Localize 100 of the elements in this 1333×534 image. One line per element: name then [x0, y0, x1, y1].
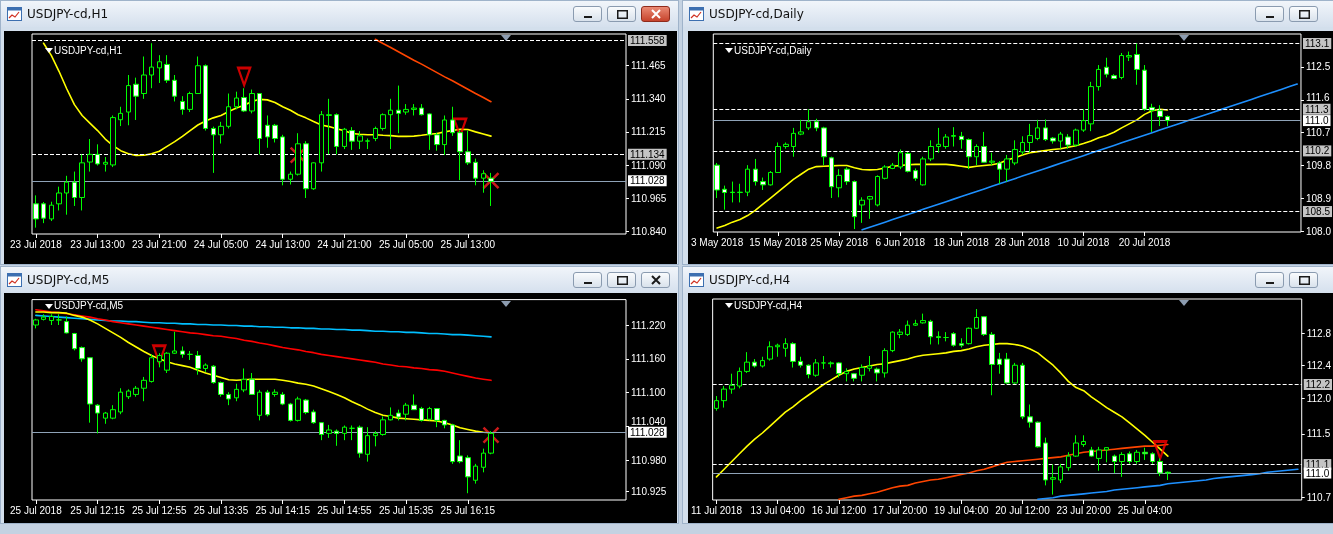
line-series — [861, 83, 1298, 231]
candlestick — [288, 402, 293, 423]
candlestick — [1027, 404, 1033, 429]
candlestick — [249, 372, 255, 395]
candlestick — [72, 171, 77, 207]
candlestick — [303, 398, 309, 415]
candlestick — [1081, 434, 1086, 448]
candlestick — [882, 164, 888, 180]
ref-line-label: 113.1 — [1304, 38, 1330, 49]
candlestick — [844, 166, 850, 186]
candlestick — [311, 409, 316, 425]
candlestick — [257, 389, 262, 421]
candlestick — [1035, 119, 1040, 141]
candlestick — [56, 313, 62, 326]
candlestick — [997, 160, 1002, 185]
x-tick-label: 23 Jul 20:00 — [1056, 504, 1112, 516]
candlestick — [180, 345, 185, 359]
candlestick — [936, 330, 941, 345]
candlestick — [1134, 449, 1140, 465]
candlestick — [249, 89, 255, 114]
line-series — [715, 342, 1169, 478]
candlestick — [836, 168, 842, 198]
ref-line-label: 110.2 — [1304, 145, 1330, 157]
candlestick — [434, 132, 440, 152]
candlestick — [288, 171, 293, 186]
candlestick — [473, 158, 478, 186]
candlestick — [874, 367, 880, 382]
candlestick — [767, 340, 773, 362]
candlestick — [41, 201, 46, 224]
candlestick — [1165, 471, 1171, 481]
candlestick — [1050, 464, 1056, 496]
candlestick — [365, 426, 370, 463]
candlestick — [920, 313, 926, 325]
candlestick — [997, 352, 1002, 375]
candlestick — [103, 156, 108, 173]
candlestick — [730, 181, 735, 203]
candlestick — [989, 152, 995, 166]
candlestick — [753, 158, 758, 187]
y-tick-label: 108.9 — [1305, 192, 1332, 204]
candlestick — [164, 351, 170, 374]
candlestick — [319, 422, 324, 441]
candlestick — [1027, 123, 1033, 154]
candlestick — [744, 351, 750, 374]
candlestick — [280, 391, 285, 406]
candlestick — [1004, 154, 1010, 183]
candlestick — [913, 319, 918, 327]
candlestick — [1096, 446, 1102, 472]
candlestick — [403, 402, 409, 421]
candlestick — [798, 119, 804, 136]
candlestick — [56, 186, 62, 211]
candlestick — [64, 175, 69, 216]
x-tick-label: 20 Jul 12:00 — [995, 504, 1051, 516]
ref-line-label: 112.2 — [1305, 378, 1331, 390]
candlestick — [722, 185, 727, 211]
candlestick — [760, 177, 766, 191]
x-tick-label: 3 May 2018 — [690, 236, 744, 248]
candlestick — [126, 74, 131, 126]
line-series — [35, 314, 492, 338]
candlestick — [149, 353, 154, 384]
candlestick — [1104, 57, 1109, 78]
candlestick — [295, 396, 301, 423]
candlestick — [890, 162, 895, 170]
candlestick — [373, 430, 378, 447]
y-tick-label: 110.965 — [631, 192, 667, 204]
candlestick — [326, 98, 332, 155]
x-tick-label: 15 May 2018 — [749, 236, 808, 248]
candlestick — [133, 385, 139, 398]
y-tick-label: 111.100 — [631, 387, 667, 399]
candlestick — [373, 126, 378, 142]
y-tick-label: 111.160 — [631, 353, 667, 365]
x-tick-label: 17 Jul 20:00 — [872, 504, 928, 516]
candlestick — [966, 326, 972, 345]
candlestick — [737, 183, 743, 203]
candlestick — [365, 138, 370, 150]
candlestick — [974, 143, 979, 166]
candlestick — [783, 142, 789, 150]
candlestick — [1066, 451, 1071, 472]
candlestick — [473, 463, 478, 485]
candlestick — [450, 106, 455, 137]
candlestick — [936, 127, 941, 154]
x-tick-label: 25 Jul 15:35 — [378, 504, 434, 516]
ref-line-label: 111.028 — [630, 426, 666, 438]
candlestick — [450, 423, 455, 465]
candlestick — [149, 42, 154, 89]
candlestick — [951, 331, 956, 348]
candlestick — [1119, 52, 1124, 80]
candlestick — [64, 316, 69, 334]
candlestick — [1081, 108, 1086, 133]
line-series — [374, 38, 492, 103]
candlestick — [195, 55, 201, 95]
candlestick — [295, 132, 301, 177]
candlestick — [234, 383, 239, 402]
candlestick — [959, 337, 964, 349]
candlestick — [349, 126, 355, 151]
candlestick — [806, 108, 811, 131]
candlestick — [342, 127, 347, 150]
candlestick — [265, 114, 270, 149]
candlestick — [427, 406, 432, 421]
candlestick — [226, 391, 231, 406]
chart-subtitle: USDJPY-cd,H4 — [734, 299, 803, 311]
